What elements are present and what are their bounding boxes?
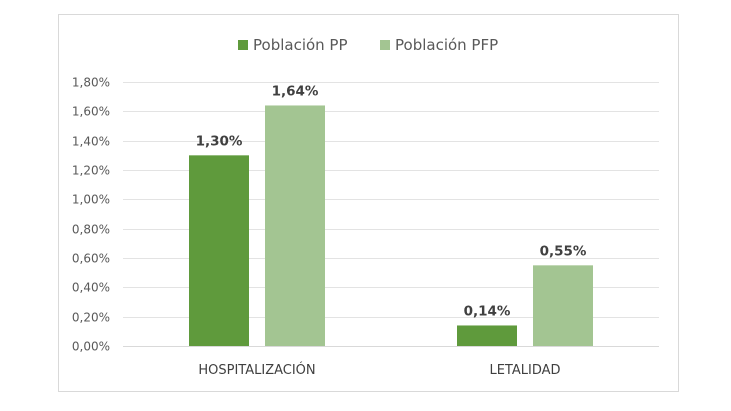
x-tick-label: LETALIDAD — [489, 363, 560, 378]
data-label: 1,30% — [196, 133, 243, 149]
y-tick-label: 1,40% — [72, 135, 110, 149]
y-tick-label: 1,00% — [72, 193, 110, 207]
bar — [457, 325, 517, 346]
y-tick-label: 0,40% — [72, 281, 110, 295]
legend-swatch — [380, 40, 390, 50]
y-tick-label: 0,80% — [72, 223, 110, 237]
data-label: 1,64% — [272, 83, 319, 99]
legend-label: Población PFP — [395, 36, 498, 54]
bar — [189, 155, 249, 346]
y-tick-label: 1,20% — [72, 164, 110, 178]
x-tick-label: HOSPITALIZACIÓN — [198, 362, 315, 378]
data-label: 0,55% — [540, 243, 587, 259]
bar — [265, 105, 325, 346]
bar — [533, 265, 593, 346]
legend-swatch — [238, 40, 248, 50]
y-tick-label: 0,60% — [72, 252, 110, 266]
y-tick-label: 0,00% — [72, 340, 110, 354]
y-tick-label: 1,80% — [72, 76, 110, 90]
y-tick-label: 0,20% — [72, 311, 110, 325]
legend-label: Población PP — [253, 36, 348, 54]
data-label: 0,14% — [464, 303, 511, 319]
y-tick-label: 1,60% — [72, 105, 110, 119]
